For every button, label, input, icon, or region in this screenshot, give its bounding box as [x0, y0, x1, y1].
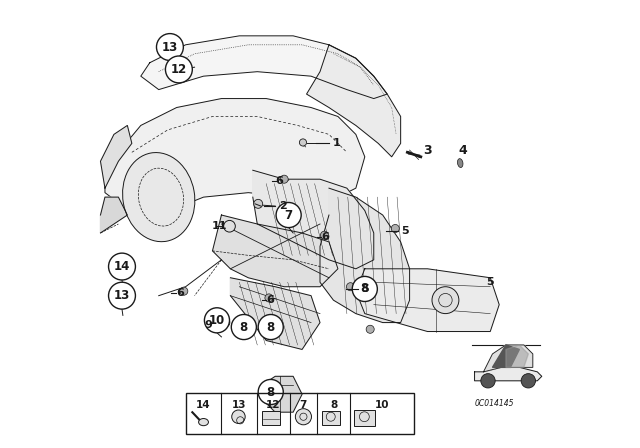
Text: 8: 8: [240, 320, 248, 334]
Circle shape: [165, 56, 192, 83]
Polygon shape: [307, 45, 401, 157]
Circle shape: [391, 224, 399, 233]
Polygon shape: [100, 197, 127, 233]
Polygon shape: [230, 278, 320, 349]
Polygon shape: [253, 170, 374, 269]
Ellipse shape: [458, 159, 463, 168]
Text: 10: 10: [375, 400, 390, 409]
Polygon shape: [493, 345, 520, 367]
Polygon shape: [356, 269, 499, 332]
Text: 6: 6: [266, 295, 274, 305]
Circle shape: [109, 282, 136, 309]
Circle shape: [521, 374, 536, 388]
Circle shape: [253, 199, 262, 208]
Circle shape: [276, 202, 301, 228]
Bar: [322, 411, 340, 425]
Text: 12: 12: [171, 63, 187, 76]
Circle shape: [258, 314, 284, 340]
Text: 6: 6: [177, 289, 184, 298]
Polygon shape: [320, 188, 410, 323]
Text: 12: 12: [266, 400, 281, 409]
Circle shape: [432, 287, 459, 314]
Bar: [262, 411, 280, 425]
Text: 7: 7: [300, 400, 307, 409]
Polygon shape: [141, 36, 387, 99]
Circle shape: [481, 374, 495, 388]
Circle shape: [157, 34, 184, 60]
Circle shape: [321, 231, 328, 239]
Polygon shape: [506, 345, 529, 367]
Circle shape: [180, 287, 188, 295]
Text: 5: 5: [401, 226, 409, 236]
Bar: [186, 393, 414, 434]
Polygon shape: [212, 215, 338, 287]
Circle shape: [296, 409, 312, 425]
Text: 13: 13: [162, 40, 178, 54]
Circle shape: [300, 139, 307, 146]
Text: 10: 10: [209, 314, 225, 327]
Polygon shape: [105, 99, 365, 215]
Text: 3: 3: [423, 143, 431, 157]
Text: 13: 13: [232, 400, 246, 409]
Circle shape: [109, 253, 136, 280]
Circle shape: [346, 283, 355, 291]
Bar: [354, 410, 374, 426]
Circle shape: [232, 410, 245, 423]
Circle shape: [204, 308, 230, 333]
Polygon shape: [484, 345, 533, 372]
Text: 0C014145: 0C014145: [475, 399, 514, 408]
Circle shape: [258, 379, 284, 405]
Text: 8: 8: [267, 320, 275, 334]
Text: 11: 11: [212, 221, 227, 231]
Text: 14: 14: [114, 260, 130, 273]
Text: 8: 8: [267, 385, 275, 399]
Text: 5: 5: [361, 284, 369, 294]
Text: 8: 8: [361, 282, 369, 296]
Text: 14: 14: [196, 400, 211, 409]
Polygon shape: [262, 376, 302, 412]
Text: 8: 8: [330, 400, 337, 409]
Text: 5: 5: [486, 277, 493, 287]
Circle shape: [222, 319, 230, 327]
Text: 2: 2: [279, 201, 287, 211]
Ellipse shape: [123, 153, 195, 241]
Ellipse shape: [198, 418, 209, 426]
Text: 7: 7: [285, 208, 292, 222]
Text: 9: 9: [205, 320, 212, 330]
Circle shape: [366, 325, 374, 333]
Circle shape: [231, 314, 257, 340]
Circle shape: [280, 175, 288, 183]
Circle shape: [265, 294, 273, 302]
Text: 6: 6: [321, 233, 329, 242]
Polygon shape: [475, 367, 541, 381]
Polygon shape: [100, 125, 132, 188]
Circle shape: [352, 276, 378, 302]
Text: 1: 1: [333, 138, 340, 148]
Text: 6: 6: [275, 177, 283, 186]
Text: 4: 4: [459, 143, 468, 157]
Text: 13: 13: [114, 289, 130, 302]
Circle shape: [224, 220, 236, 232]
